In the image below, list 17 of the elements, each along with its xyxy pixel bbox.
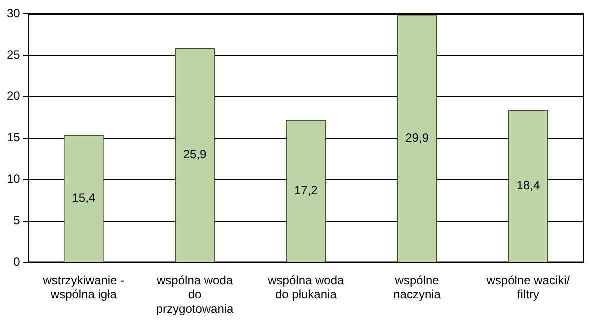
y-tick-label: 10 <box>6 172 21 186</box>
y-tick-label: 30 <box>6 6 21 20</box>
x-tick-label: wstrzykiwanie - wspólna igła <box>42 273 125 302</box>
y-tick-label: 5 <box>14 214 21 228</box>
y-tick-label: 25 <box>6 48 21 62</box>
x-tick-label: wspólne naczynia <box>394 273 442 302</box>
data-label: 29,9 <box>406 130 430 145</box>
y-tick-label: 20 <box>6 89 21 104</box>
x-tick-label: wspólne waciki/ filtry <box>486 273 571 302</box>
data-label: 25,9 <box>183 147 208 162</box>
x-tick-label: wspólna woda do płukania <box>267 273 345 302</box>
y-tick-label: 0 <box>14 255 21 270</box>
data-label: 17,2 <box>294 184 318 198</box>
x-tick-label: wspólna woda do przygotowania <box>156 273 234 316</box>
data-label: 18,4 <box>516 178 540 193</box>
y-tick-label: 15 <box>6 130 21 145</box>
data-label: 15,4 <box>72 191 96 206</box>
